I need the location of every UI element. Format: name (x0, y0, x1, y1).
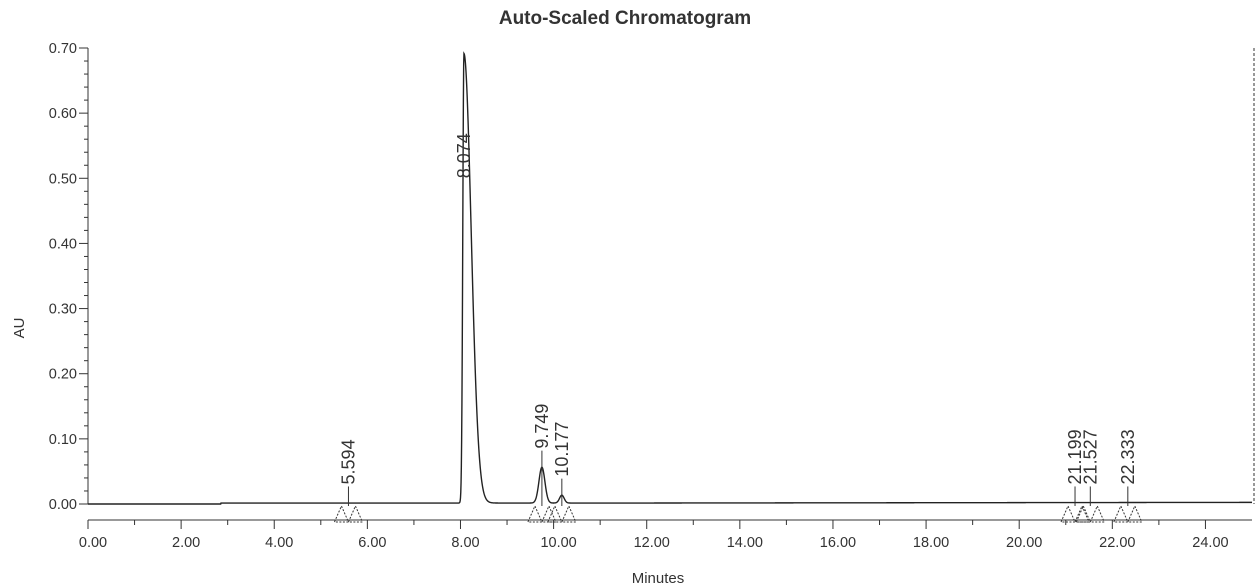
y-tick-label: 0.70 (49, 41, 77, 57)
axes (87, 48, 1255, 521)
x-tick-label: 10.00 (540, 535, 576, 551)
peak-end-marker-icon (1089, 504, 1106, 523)
peak-annotation: 21.199 (1060, 429, 1090, 523)
peak-label: 21.199 (1065, 429, 1085, 484)
chromatogram-trace (88, 51, 1252, 505)
peak-annotation: 21.527 (1075, 429, 1106, 523)
peak-start-marker-icon (1113, 504, 1129, 523)
x-tick-label: 24.00 (1192, 535, 1228, 551)
x-tick-label: 14.00 (727, 535, 763, 551)
peak-label: 8.074 (454, 133, 474, 178)
peak-end-marker-icon (347, 504, 364, 523)
peak-annotation: 5.594 (333, 439, 364, 523)
peak-label: 9.749 (532, 404, 552, 449)
y-tick-label: 0.00 (49, 497, 77, 513)
peak-label: 5.594 (338, 439, 358, 484)
peak-end-marker-icon (1074, 504, 1090, 523)
peak-label: 22.333 (1118, 429, 1138, 484)
y-tick-label: 0.20 (49, 367, 77, 383)
y-tick-label: 0.10 (49, 432, 77, 448)
y-axis-label: AU (11, 318, 28, 339)
peak-annotation: 9.749 (527, 404, 557, 523)
x-tick-label: 18.00 (913, 535, 949, 551)
x-axis-label: Minutes (632, 570, 685, 587)
x-tick-label: 6.00 (358, 535, 386, 551)
y-tick-label: 0.40 (49, 236, 77, 252)
peak-label: 10.177 (552, 422, 572, 477)
peak-end-marker-icon (541, 504, 557, 523)
y-tick-label: 0.60 (49, 106, 77, 122)
x-tick-label: 0.00 (79, 535, 107, 551)
peak-end-marker-icon (561, 504, 577, 523)
x-tick-label: 2.00 (172, 535, 200, 551)
peak-annotation: 22.333 (1113, 429, 1143, 523)
x-tick-label: 12.00 (634, 535, 670, 551)
x-tick-label: 8.00 (451, 535, 479, 551)
peak-start-marker-icon (527, 504, 543, 523)
peak-label: 21.527 (1080, 429, 1100, 484)
peak-start-marker-icon (547, 504, 563, 523)
peak-start-marker-icon (1060, 504, 1076, 523)
x-tick-label: 20.00 (1006, 535, 1042, 551)
y-tick-label: 0.50 (49, 171, 77, 187)
peak-annotation: 8.074 (454, 133, 474, 178)
ticks: 0.00 0.10 0.20 0.30 0.40 0.50 0.60 0.70 0.00 2.00… (49, 41, 1229, 551)
x-tick-label: 16.00 (820, 535, 856, 551)
peak-annotation: 10.177 (547, 422, 577, 523)
peak-start-marker-icon (333, 504, 350, 523)
chart-title: Auto-Scaled Chromatogram (499, 8, 751, 29)
trace-group (88, 51, 1252, 505)
x-tick-label: 4.00 (265, 535, 293, 551)
y-tick-label: 0.30 (49, 302, 77, 318)
x-tick-label: 22.00 (1099, 535, 1135, 551)
peak-end-marker-icon (1127, 504, 1143, 523)
peak-start-marker-icon (1075, 504, 1092, 523)
